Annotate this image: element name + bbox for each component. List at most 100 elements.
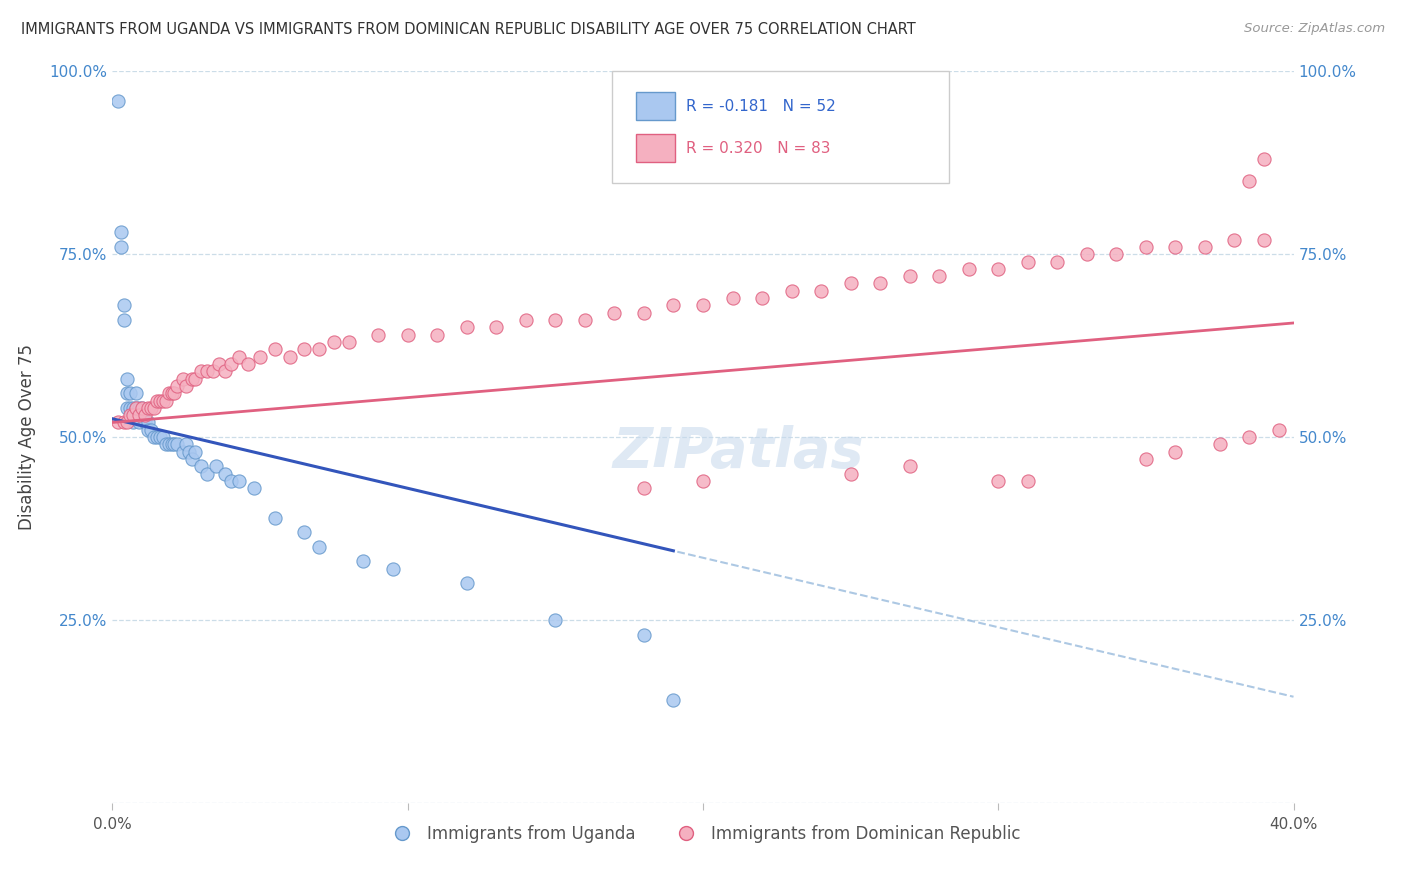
Point [149,430,172,444]
Text: R = 0.320   N = 83: R = 0.320 N = 83 [686,141,831,155]
Point [633,481,655,495]
Point [112,416,135,430]
Point [1239,430,1261,444]
Point [134,408,156,422]
Point [1268,423,1291,437]
Point [134,416,156,430]
Point [117,386,138,401]
Point [1194,240,1216,254]
Point [382,562,405,576]
Point [172,371,194,385]
Point [869,277,891,291]
Point [323,334,346,349]
Point [515,313,537,327]
Point [264,343,287,357]
Point [1208,437,1232,451]
Point [155,393,177,408]
Point [122,416,145,430]
Text: ZIPatlas: ZIPatlas [613,425,865,479]
Point [201,364,224,378]
Point [195,467,218,481]
Point [898,459,921,474]
Point [1017,254,1039,268]
Point [110,225,132,239]
Point [166,379,188,393]
Point [181,452,204,467]
Point [136,423,159,437]
Point [228,474,250,488]
Point [839,467,862,481]
Point [292,343,315,357]
Point [120,408,142,422]
Point [308,540,330,554]
Point [1223,233,1246,247]
Point [120,386,142,401]
Point [149,393,172,408]
Point [1076,247,1098,261]
Point [292,525,315,540]
Point [308,343,330,357]
Point [810,284,832,298]
Point [205,459,228,474]
Point [1046,254,1069,268]
Point [396,327,419,342]
Point [243,481,266,495]
Point [107,416,129,430]
Point [1017,474,1039,488]
Point [131,408,153,422]
Point [160,386,183,401]
Text: R = -0.181   N = 52: R = -0.181 N = 52 [686,99,837,113]
Point [155,437,177,451]
Point [128,408,150,422]
Point [125,401,148,415]
Point [184,371,207,385]
Point [1164,444,1187,458]
Point [987,474,1010,488]
Point [839,277,862,291]
Point [117,416,138,430]
Point [898,269,921,284]
Point [184,444,207,458]
Point [662,298,685,312]
Point [190,459,212,474]
Point [544,313,567,327]
Point [352,554,374,568]
Point [122,408,145,422]
Point [128,401,150,415]
Point [1164,240,1187,254]
Point [692,298,714,312]
Point [120,401,142,415]
Point [219,357,242,371]
Point [157,437,180,451]
Point [214,467,236,481]
Point [142,430,165,444]
Point [136,416,159,430]
Point [780,284,803,298]
Point [139,423,162,437]
Text: Source: ZipAtlas.com: Source: ZipAtlas.com [1244,22,1385,36]
Legend: Immigrants from Uganda, Immigrants from Dominican Republic: Immigrants from Uganda, Immigrants from … [380,818,1026,849]
Point [157,386,180,401]
Point [721,291,744,305]
Point [1135,452,1157,467]
Point [107,94,129,108]
Point [146,430,169,444]
Point [456,576,478,591]
Point [208,357,231,371]
Point [139,401,162,415]
Point [174,379,197,393]
Point [152,430,174,444]
Point [152,393,174,408]
Point [278,350,301,364]
Point [1253,152,1275,166]
Point [957,261,980,276]
Point [117,401,138,415]
Point [117,371,138,385]
Point [214,364,236,378]
Point [190,364,212,378]
Point [928,269,950,284]
Point [485,320,508,334]
Point [163,386,186,401]
Point [195,364,218,378]
Point [1239,174,1261,188]
